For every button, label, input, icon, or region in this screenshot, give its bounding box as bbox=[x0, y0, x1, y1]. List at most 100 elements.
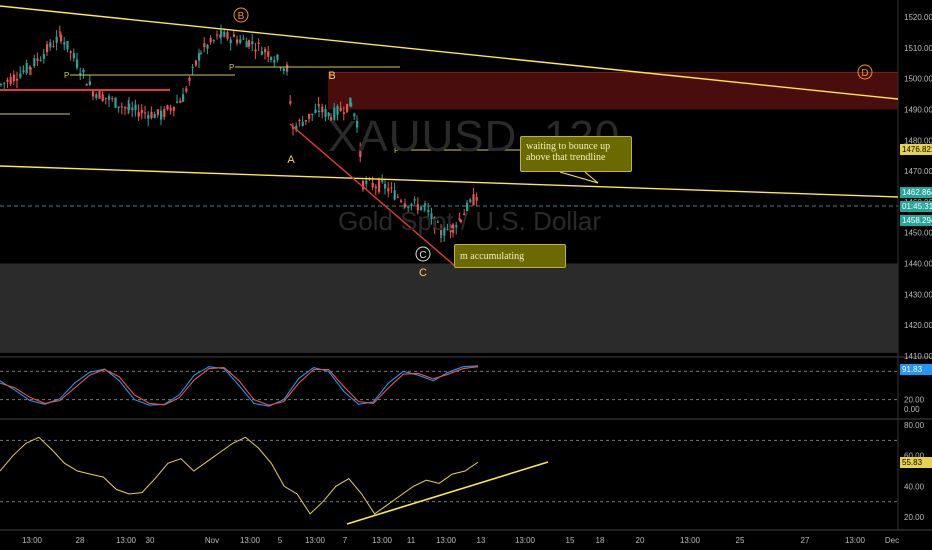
candle-body bbox=[260, 51, 263, 55]
candle-body bbox=[88, 81, 91, 85]
candle-body bbox=[286, 64, 289, 68]
candle-body bbox=[245, 41, 248, 48]
candle-body bbox=[374, 186, 377, 189]
candle-body bbox=[381, 180, 384, 183]
wave-d-circle bbox=[857, 64, 873, 80]
candle-body bbox=[420, 207, 423, 210]
candle-body bbox=[466, 202, 469, 212]
candle-body bbox=[267, 51, 270, 57]
wave-c-circle-label: C bbox=[419, 250, 426, 261]
time-tick-label: 13:00 bbox=[515, 536, 536, 545]
candle-body bbox=[60, 34, 63, 42]
candle-body bbox=[120, 106, 123, 108]
candle-body bbox=[446, 229, 449, 231]
candle-body bbox=[387, 188, 390, 192]
stoch-series-line bbox=[0, 365, 479, 407]
bounce-note[interactable]: waiting to bounce up above that trendlin… bbox=[520, 136, 632, 172]
wave-b-circle bbox=[233, 7, 249, 23]
candle-body bbox=[460, 219, 463, 222]
candle-body bbox=[128, 103, 131, 110]
candle-body bbox=[311, 113, 314, 115]
candle-body bbox=[390, 187, 393, 189]
candle-body bbox=[166, 105, 169, 110]
price-tick-label: 1470.00 bbox=[904, 167, 932, 176]
time-tick-label: 13:00 bbox=[305, 536, 326, 545]
candle-body bbox=[436, 221, 439, 223]
candle-body bbox=[321, 106, 324, 113]
candle-body bbox=[301, 121, 304, 127]
time-tick-label: 18 bbox=[596, 536, 605, 545]
candle-body bbox=[144, 112, 147, 114]
candle-body bbox=[304, 120, 307, 122]
candle-body bbox=[452, 224, 455, 233]
wave-a-label: A bbox=[287, 154, 295, 166]
candle-body bbox=[314, 109, 317, 113]
accumulating-note[interactable]: m accumulating bbox=[454, 244, 566, 268]
candle-body bbox=[150, 111, 153, 119]
candle-body bbox=[264, 49, 267, 53]
price-tag-current: 1462.864 bbox=[900, 187, 932, 198]
stoch-tick-label: 20.00 bbox=[904, 396, 925, 405]
candle-body bbox=[79, 73, 82, 75]
candle-body bbox=[396, 196, 399, 198]
price-tick-label: 1450.00 bbox=[904, 229, 932, 238]
time-tick-label: 13:00 bbox=[680, 536, 701, 545]
candle-body bbox=[39, 59, 42, 61]
candle-body bbox=[407, 207, 410, 209]
candle-body bbox=[194, 60, 197, 66]
candle-body bbox=[248, 40, 251, 47]
price-tick-label: 1410.00 bbox=[904, 352, 932, 361]
candle-body bbox=[223, 31, 226, 37]
candle-body bbox=[72, 53, 75, 59]
candle-body bbox=[292, 126, 295, 129]
candle-body bbox=[455, 225, 458, 228]
time-tick-label: 28 bbox=[76, 536, 85, 545]
candle-body bbox=[49, 42, 52, 48]
candle-body bbox=[346, 103, 349, 112]
candle-body bbox=[410, 203, 413, 207]
candle-body bbox=[251, 41, 254, 45]
candle-body bbox=[137, 112, 140, 117]
time-tick-label: 20 bbox=[636, 536, 645, 545]
time-tick-label: 30 bbox=[146, 536, 155, 545]
candle-body bbox=[349, 97, 352, 107]
candle-body bbox=[85, 83, 88, 86]
candle-body bbox=[276, 54, 279, 60]
candle-body bbox=[25, 63, 28, 74]
candle-body bbox=[179, 100, 182, 103]
candle-body bbox=[350, 102, 353, 107]
candle-body bbox=[19, 73, 22, 78]
candle-body bbox=[242, 38, 245, 40]
candle-body bbox=[339, 108, 342, 111]
candle-body bbox=[298, 119, 301, 122]
candle-body bbox=[423, 205, 426, 207]
candle-body bbox=[295, 125, 298, 131]
candle-body bbox=[114, 97, 117, 108]
candle-body bbox=[472, 194, 475, 206]
candle-body bbox=[289, 101, 292, 104]
wave-c-label: C bbox=[419, 267, 427, 279]
wave-c-circle bbox=[415, 246, 431, 262]
candle-body bbox=[400, 200, 403, 202]
candle-body bbox=[216, 34, 219, 36]
wave-d-circle-label: D bbox=[861, 68, 868, 79]
rsi-tick-label: 20.00 bbox=[904, 513, 925, 522]
candle-body bbox=[200, 52, 203, 54]
callout-pointer bbox=[559, 171, 599, 184]
wave-b-circle-label: B bbox=[238, 11, 245, 22]
candle-body bbox=[212, 40, 215, 42]
candle-body bbox=[475, 197, 478, 201]
candle-body bbox=[254, 49, 257, 52]
candle-body bbox=[176, 101, 179, 103]
candle-body bbox=[76, 59, 79, 68]
candle-body bbox=[404, 203, 407, 207]
candle-body bbox=[308, 113, 311, 119]
price-tick-label: 1520.00 bbox=[904, 13, 932, 22]
time-tick-label: 13 bbox=[477, 536, 486, 545]
candle-body bbox=[182, 94, 185, 102]
candle-body bbox=[458, 218, 461, 220]
candle-body bbox=[273, 60, 276, 63]
time-tick-label: 5 bbox=[278, 536, 283, 545]
